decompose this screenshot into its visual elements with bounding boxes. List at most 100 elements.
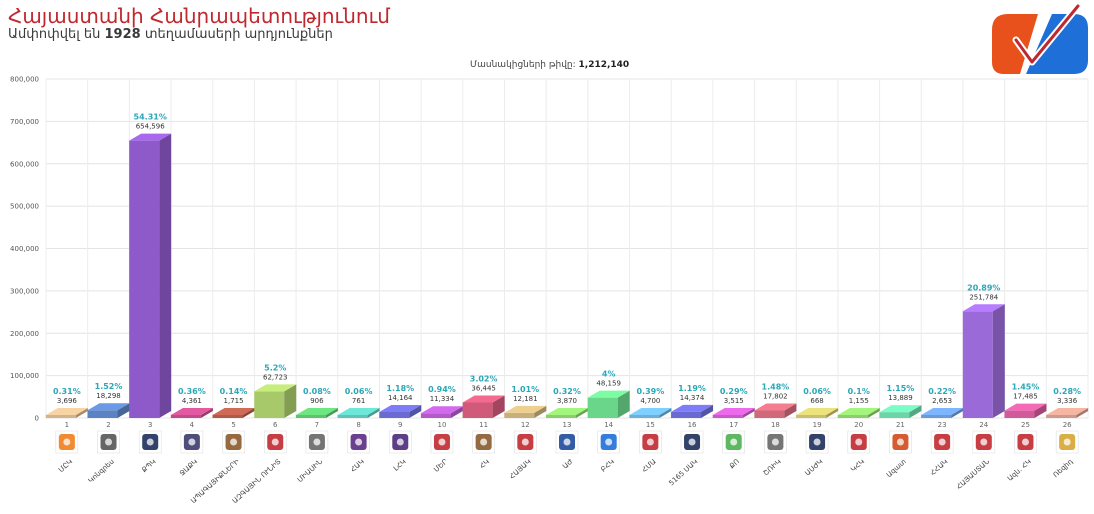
- bar-side: [117, 403, 130, 418]
- bar-pct-label: 5.2%: [264, 363, 286, 372]
- bar-front: [712, 415, 743, 418]
- party-number: 13: [563, 421, 572, 429]
- bar-top: [129, 133, 172, 141]
- bar-side: [951, 408, 964, 418]
- bar-top: [420, 406, 463, 414]
- bar-side: [159, 133, 172, 419]
- party-name-label: ՋԱՔԿ: [178, 458, 199, 478]
- bar-1: 0.31%3,696: [45, 387, 88, 418]
- party-name-label: Ռեզիդ: [1052, 457, 1075, 479]
- participants-label: Մասնակիցների թիվը:: [470, 60, 576, 70]
- party-name-label: ՀԱՅԱՍՏԱՆ: [955, 458, 991, 492]
- bar-front: [504, 412, 535, 418]
- bar-front: [629, 415, 660, 418]
- bar-pct-label: 0.94%: [428, 385, 456, 394]
- orange-square-logo-icon: [55, 430, 79, 454]
- bar-top: [379, 404, 422, 412]
- party-number: 24: [979, 421, 988, 429]
- party-number: 25: [1021, 421, 1030, 429]
- dark-square-logo-icon: [805, 430, 829, 454]
- bar-value-label: 18,298: [96, 392, 121, 400]
- bar-pct-label: 0.1%: [848, 387, 870, 396]
- bar-14: 4%48,159: [587, 370, 630, 418]
- shield-logo-icon: [347, 430, 370, 454]
- bar-pct-label: 1.15%: [887, 384, 915, 393]
- bar-21: 1.15%13,889: [879, 384, 922, 418]
- bar-23: 0.22%2,653: [921, 387, 964, 418]
- party-number: 21: [896, 421, 905, 429]
- party-name-label: ՔՊԿ: [140, 458, 157, 475]
- bar-side: [492, 395, 505, 418]
- bar-top: [587, 390, 630, 398]
- y-tick-label: 800,000: [10, 76, 39, 84]
- party-number: 16: [688, 421, 697, 429]
- bar-front: [170, 415, 201, 418]
- y-tick-label: 0: [35, 415, 39, 423]
- party-name-label: 5165 ՍԱԿ: [668, 458, 700, 488]
- bar-top: [921, 408, 964, 415]
- party-name-label: ՇՌԻԿ: [762, 458, 783, 478]
- party-number: 5: [231, 421, 235, 429]
- bar-value-label: 761: [352, 397, 365, 405]
- bar-value-label: 14,164: [388, 394, 413, 402]
- bar-top: [170, 408, 213, 415]
- bar-top: [712, 408, 755, 415]
- bar-side: [992, 304, 1005, 418]
- bar-side: [742, 408, 755, 418]
- bar-top: [754, 403, 797, 411]
- party-number: 20: [854, 421, 863, 429]
- bar-value-label: 13,889: [888, 394, 913, 402]
- bar-top: [462, 395, 505, 403]
- bar-value-label: 4,700: [640, 397, 660, 405]
- ballot-check-logo-icon: [986, 0, 1094, 80]
- party-number: 4: [190, 421, 195, 429]
- bar-pct-label: 1.48%: [762, 382, 790, 391]
- bar-pct-label: 0.32%: [553, 387, 581, 396]
- bar-side: [659, 408, 672, 418]
- armenia-text-logo-icon: [972, 430, 996, 454]
- bar-side: [909, 405, 922, 418]
- bar-pct-label: 0.29%: [720, 387, 748, 396]
- star-logo-icon: [263, 430, 287, 454]
- bar-front: [879, 412, 910, 418]
- bar-front: [337, 415, 368, 418]
- bar-front: [546, 415, 576, 418]
- bar-front: [1004, 410, 1035, 418]
- bar-value-label: 2,653: [932, 397, 952, 405]
- y-tick-label: 500,000: [10, 203, 39, 211]
- bar-top: [629, 408, 672, 415]
- flag-logo-icon: [555, 430, 579, 454]
- bar-pct-label: 0.08%: [303, 387, 331, 396]
- bar-value-label: 668: [810, 397, 823, 405]
- bar-value-label: 14,374: [680, 394, 705, 402]
- bar-front: [87, 410, 118, 418]
- hand-logo-icon: [305, 430, 329, 454]
- y-tick-label: 400,000: [10, 245, 39, 253]
- party-name-label: ԿՀԿ: [849, 458, 866, 474]
- bar-side: [367, 408, 380, 418]
- bar-top: [212, 408, 255, 415]
- bar-front: [379, 411, 410, 418]
- bar-top: [1004, 403, 1047, 411]
- bar-front: [671, 411, 702, 418]
- arc-logo-icon: [847, 430, 871, 454]
- bar-pct-label: 1.01%: [511, 385, 539, 394]
- bar-9: 1.18%14,164: [379, 384, 422, 418]
- bar-top: [879, 405, 922, 413]
- bar-side: [576, 408, 588, 418]
- bar-front: [921, 415, 952, 418]
- bar-front: [420, 413, 451, 418]
- knot-logo-icon: [472, 430, 495, 454]
- bar-front: [129, 140, 160, 419]
- figure-logo-icon: [639, 430, 662, 454]
- bar-side: [826, 408, 839, 418]
- bar-value-label: 12,181: [513, 395, 538, 403]
- bar-side: [284, 384, 297, 418]
- gold-v-logo-icon: [1055, 430, 1079, 454]
- runner-logo-icon: [1014, 430, 1037, 454]
- bar-13: 0.32%3,870: [546, 387, 588, 418]
- bar-value-label: 1,715: [224, 397, 244, 405]
- page-title: Հայաստանի Հանրապետությունում: [8, 4, 390, 28]
- subtitle-suffix: տեղամասերի արդյունքներ: [144, 27, 333, 42]
- y-tick-label: 200,000: [10, 330, 39, 338]
